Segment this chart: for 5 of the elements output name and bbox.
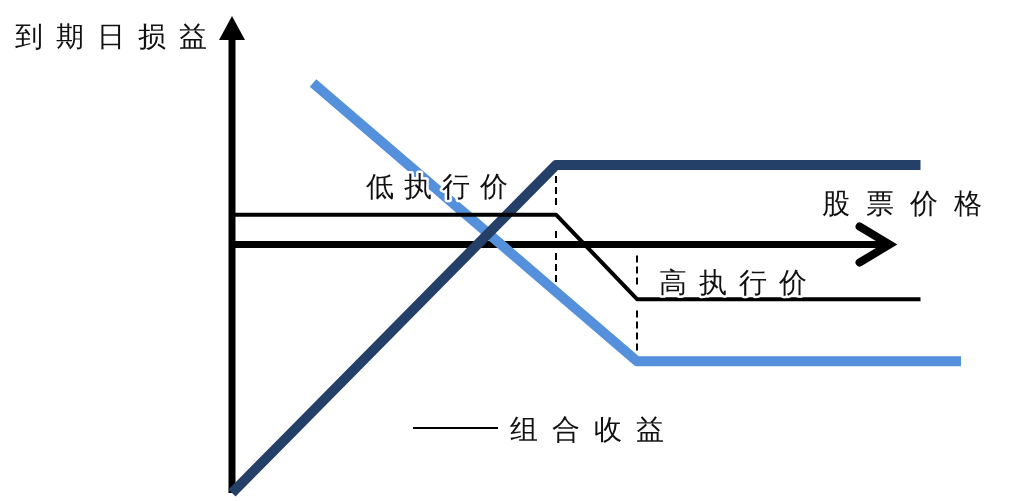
annotation: 低执行价 — [366, 171, 518, 202]
y-axis-title: 到期日损益 — [15, 21, 220, 52]
annotation: 高执行价 — [659, 266, 819, 298]
x-axis-title: 股票价格 — [822, 187, 998, 219]
legend-label: 组合收益 — [510, 414, 678, 445]
